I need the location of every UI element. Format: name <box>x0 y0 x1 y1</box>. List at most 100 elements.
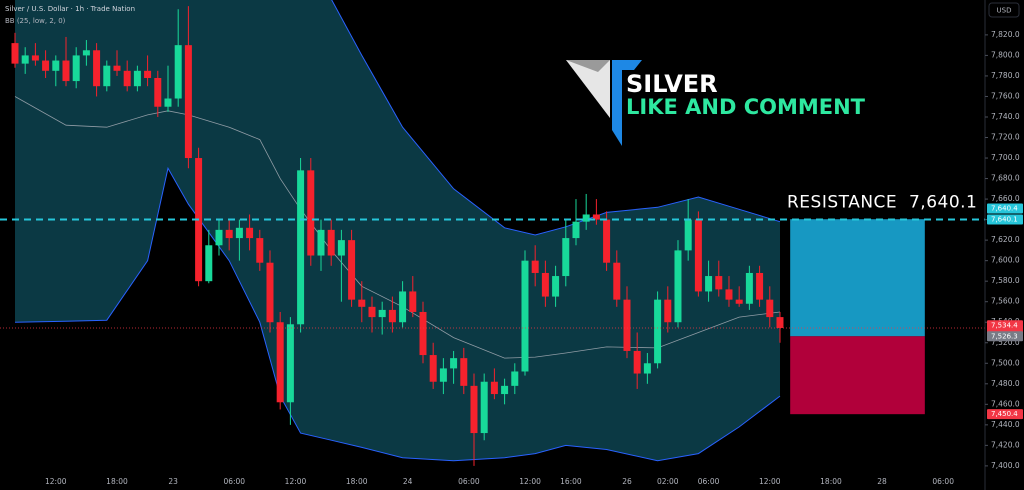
candle-body <box>133 70 141 87</box>
candle-body <box>419 311 427 356</box>
y-tick-label: 7,520.0 <box>991 338 1020 347</box>
candle-body <box>684 219 692 251</box>
candle-body <box>705 276 713 292</box>
candle-body <box>715 276 723 290</box>
indicator-label: BB (25, low, 2, 0) <box>5 17 66 25</box>
overlay: SILVER LIKE AND COMMENT Silver / U.S. Do… <box>5 5 977 213</box>
candle-body <box>470 385 478 434</box>
candle-body <box>572 221 580 239</box>
band-lower <box>14 166 781 462</box>
candle-body <box>654 299 662 364</box>
candle-body <box>62 60 70 82</box>
candle-body <box>154 77 162 107</box>
candle-body <box>582 214 590 222</box>
candle-body <box>358 299 366 307</box>
y-tick-label: 7,560.0 <box>991 297 1020 306</box>
price-label-box <box>987 331 1023 342</box>
chart-title: Silver / U.S. Dollar · 1h · Trade Nation <box>5 5 135 13</box>
price-label: 7,640.1 <box>991 216 1018 224</box>
candle-body <box>460 358 468 386</box>
y-tick-label: 7,720.0 <box>991 133 1020 142</box>
x-tick-label: 12:00 <box>285 477 307 486</box>
candle-body <box>82 50 90 56</box>
y-tick-label: 7,680.0 <box>991 174 1020 183</box>
candle-body <box>776 317 784 328</box>
candle-body <box>11 43 19 64</box>
candle-body <box>246 227 254 239</box>
candle-body <box>735 299 743 304</box>
candle-body <box>623 299 631 351</box>
candle-body <box>450 358 458 369</box>
y-tick-label: 7,620.0 <box>991 235 1020 244</box>
band-fill <box>15 0 780 461</box>
candle-body <box>215 229 223 246</box>
candle-body <box>235 227 243 239</box>
x-tick-label: 06:00 <box>698 477 720 486</box>
x-tick-label: 12:00 <box>759 477 781 486</box>
loss-zone <box>790 336 925 415</box>
candle-body <box>643 363 651 374</box>
candle-body <box>337 240 345 256</box>
candle-body <box>307 170 315 256</box>
candle-body <box>378 309 386 318</box>
candle-body <box>297 170 305 325</box>
candle-body <box>144 70 152 78</box>
candle-body <box>256 238 264 263</box>
candle-body <box>42 60 50 71</box>
band-upper <box>331 0 781 236</box>
y-tick-label: 7,420.0 <box>991 440 1020 449</box>
candle-body <box>552 276 560 297</box>
logo-wing <box>566 60 610 118</box>
y-tick-label: 7,660.0 <box>991 194 1020 203</box>
x-tick-label: 16:00 <box>560 477 582 486</box>
y-tick-label: 7,460.0 <box>991 399 1020 408</box>
candle-body <box>103 65 111 87</box>
price-label-box <box>987 409 1023 420</box>
candle-body <box>266 262 274 323</box>
candle-body <box>501 385 509 395</box>
x-tick-label: 12:00 <box>45 477 67 486</box>
logo-bar <box>612 60 642 146</box>
plot-area <box>0 0 985 466</box>
x-tick-label: 06:00 <box>223 477 245 486</box>
y-tick-label: 7,580.0 <box>991 276 1020 285</box>
y-tick-label: 7,600.0 <box>991 256 1020 265</box>
y-tick-label: 7,400.0 <box>991 461 1020 470</box>
candle-body <box>756 272 764 300</box>
price-label: 7,526.3 <box>991 332 1018 340</box>
logo-shade <box>566 60 610 72</box>
candle-body <box>368 306 376 318</box>
axis-background <box>985 0 1024 490</box>
candle-body <box>205 245 213 282</box>
candle-body <box>664 299 672 323</box>
candle-body <box>93 50 101 87</box>
candle-body <box>31 55 39 61</box>
y-tick-label: 7,760.0 <box>991 91 1020 100</box>
candle-body <box>317 229 325 256</box>
candle-body <box>613 262 621 300</box>
candle-body <box>123 70 131 87</box>
candle-body <box>745 272 753 304</box>
candle-body <box>766 299 774 318</box>
price-axis: USD 7,400.0 7,420.0 7,440.0 7,460.0 7,480.0 7… <box>984 0 1024 490</box>
candle-body <box>327 229 335 256</box>
candle-body <box>388 309 396 323</box>
price-label-box <box>987 214 1023 225</box>
profit-zone <box>790 219 925 337</box>
x-tick-label: 18:00 <box>346 477 368 486</box>
candle-body <box>113 65 121 71</box>
candle-body <box>531 260 539 273</box>
y-tick-label: 7,440.0 <box>991 420 1020 429</box>
x-tick-label: 06:00 <box>458 477 480 486</box>
candle-body <box>174 45 182 99</box>
x-tick-label: 06:00 <box>932 477 954 486</box>
candle-body <box>439 368 447 382</box>
candle-body <box>674 250 682 323</box>
candle-body <box>694 219 702 292</box>
price-label: 7,450.4 <box>991 410 1018 418</box>
candle-body <box>72 55 80 82</box>
candle-body <box>541 272 549 297</box>
resistance-label: RESISTANCE 7,640.1 <box>787 193 977 213</box>
candle-body <box>592 214 600 220</box>
price-label-box <box>987 203 1023 214</box>
